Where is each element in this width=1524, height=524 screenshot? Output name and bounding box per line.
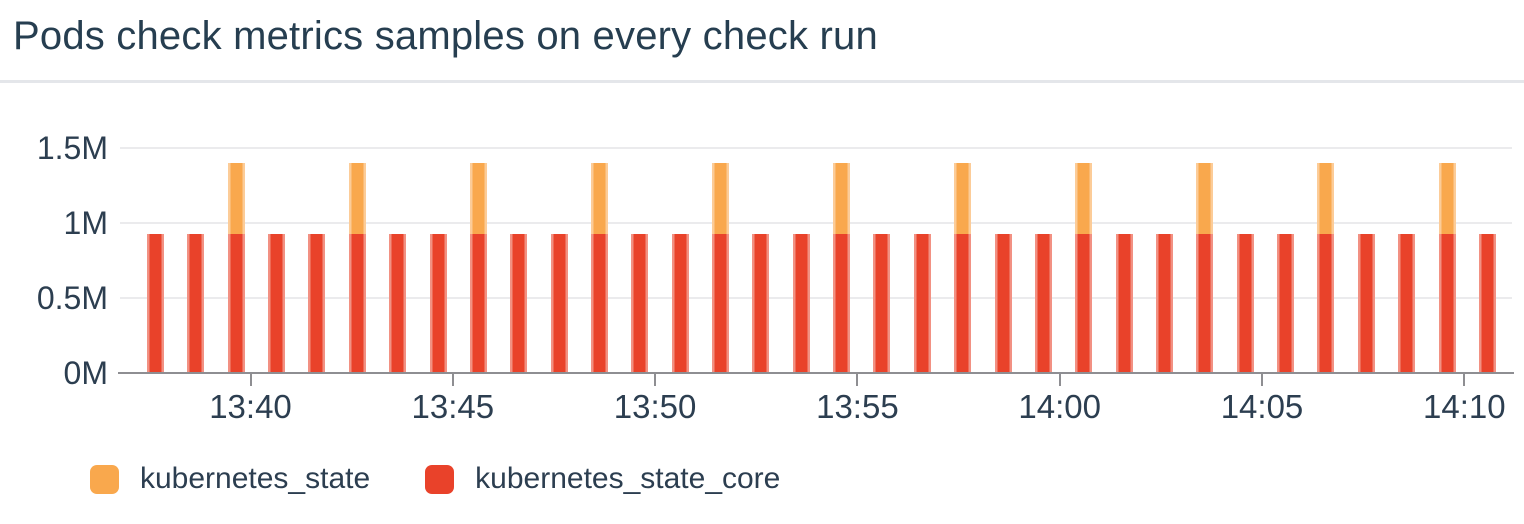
bar-segment-kubernetes_state_core[interactable] [1317,233,1335,373]
bar-segment-kubernetes_state_core[interactable] [833,233,851,373]
y-gridline [120,222,1512,224]
x-axis-label: 13:50 [613,388,697,425]
legend-swatch-kubernetes-state-core-icon [425,464,455,494]
x-axis-label: 13:40 [209,388,292,425]
bar-segment-kubernetes_state_core[interactable] [712,233,730,373]
x-axis-tick [249,374,252,386]
bar-segment-kubernetes_state_core[interactable] [1478,233,1496,373]
bar-segment-kubernetes_state_core[interactable] [147,233,164,373]
bar-segment-kubernetes_state_core[interactable] [1236,233,1254,373]
x-axis-tick [451,374,454,386]
bar-segment-kubernetes_state_core[interactable] [1034,233,1052,373]
bar-segment-kubernetes_state_core[interactable] [1075,233,1093,373]
x-axis-label: 14:10 [1423,388,1506,425]
bar-segment-kubernetes_state_core[interactable] [1196,233,1214,373]
legend-swatch-kubernetes-state-icon [90,464,119,494]
y-axis-label: 0.5M [36,280,108,316]
title-divider [0,80,1524,83]
x-axis-tick [654,374,657,386]
bar-segment-kubernetes_state_core[interactable] [631,233,649,373]
bar-segment-kubernetes_state_core[interactable] [792,233,810,373]
x-axis-tick [1261,374,1263,386]
bar-segment-kubernetes_state_core[interactable] [671,233,689,373]
chart-title: Pods check metrics samples on every chec… [13,14,878,58]
y-gridline [120,297,1512,299]
legend-item-kubernetes-state[interactable]: kubernetes_state [90,462,370,496]
bar-segment-kubernetes_state[interactable] [1438,163,1456,234]
x-axis-tick [856,374,859,386]
bar-segment-kubernetes_state_core[interactable] [469,233,487,373]
bar-segment-kubernetes_state_core[interactable] [268,233,286,373]
legend-item-kubernetes-state-core[interactable]: kubernetes_state_core [425,462,780,496]
x-axis-line [118,372,1514,374]
y-axis-label: 1M [63,205,108,241]
bar-segment-kubernetes_state_core[interactable] [550,233,568,373]
legend-label: kubernetes_state_core [475,462,781,495]
bar-segment-kubernetes_state_core[interactable] [1115,233,1133,373]
bar-segment-kubernetes_state_core[interactable] [1438,233,1456,373]
bar-segment-kubernetes_state_core[interactable] [1398,233,1416,373]
bar-segment-kubernetes_state_core[interactable] [389,233,407,373]
bar-segment-kubernetes_state_core[interactable] [510,233,528,373]
bar-segment-kubernetes_state_core[interactable] [954,233,972,373]
y-axis-label: 0M [63,355,108,391]
bar-segment-kubernetes_state[interactable] [954,163,972,234]
bar-segment-kubernetes_state_core[interactable] [1156,233,1173,373]
bar-segment-kubernetes_state[interactable] [712,163,730,234]
x-axis-tick [1058,374,1061,386]
bar-segment-kubernetes_state[interactable] [833,163,851,234]
bar-segment-kubernetes_state_core[interactable] [1277,233,1295,373]
y-gridline [120,147,1512,149]
bar-segment-kubernetes_state_core[interactable] [348,233,366,373]
x-axis-label: 13:55 [816,388,899,425]
x-axis-label: 13:45 [411,388,495,425]
bar-segment-kubernetes_state_core[interactable] [308,233,326,373]
bar-segment-kubernetes_state[interactable] [590,163,608,234]
x-axis-label: 14:05 [1220,388,1304,425]
y-axis-label: 1.5M [36,130,108,166]
bar-segment-kubernetes_state[interactable] [1196,163,1214,234]
bar-segment-kubernetes_state[interactable] [1317,163,1335,234]
bar-segment-kubernetes_state_core[interactable] [913,233,931,373]
bar-segment-kubernetes_state[interactable] [1075,163,1093,234]
bar-segment-kubernetes_state[interactable] [348,163,366,234]
bar-segment-kubernetes_state_core[interactable] [227,233,245,373]
bar-segment-kubernetes_state[interactable] [469,163,487,234]
bar-segment-kubernetes_state_core[interactable] [429,233,447,373]
bar-segment-kubernetes_state_core[interactable] [994,233,1012,373]
chart-legend: kubernetes_state kubernetes_state_core [90,462,780,496]
bar-segment-kubernetes_state_core[interactable] [873,233,891,373]
bar-segment-kubernetes_state_core[interactable] [1357,233,1375,373]
legend-label: kubernetes_state [140,462,371,495]
bar-segment-kubernetes_state_core[interactable] [752,233,770,373]
bar-segment-kubernetes_state_core[interactable] [590,233,608,373]
x-axis-tick [1463,374,1466,386]
bar-segment-kubernetes_state[interactable] [227,163,245,234]
x-axis-label: 14:00 [1018,388,1101,425]
bar-segment-kubernetes_state_core[interactable] [187,233,205,373]
